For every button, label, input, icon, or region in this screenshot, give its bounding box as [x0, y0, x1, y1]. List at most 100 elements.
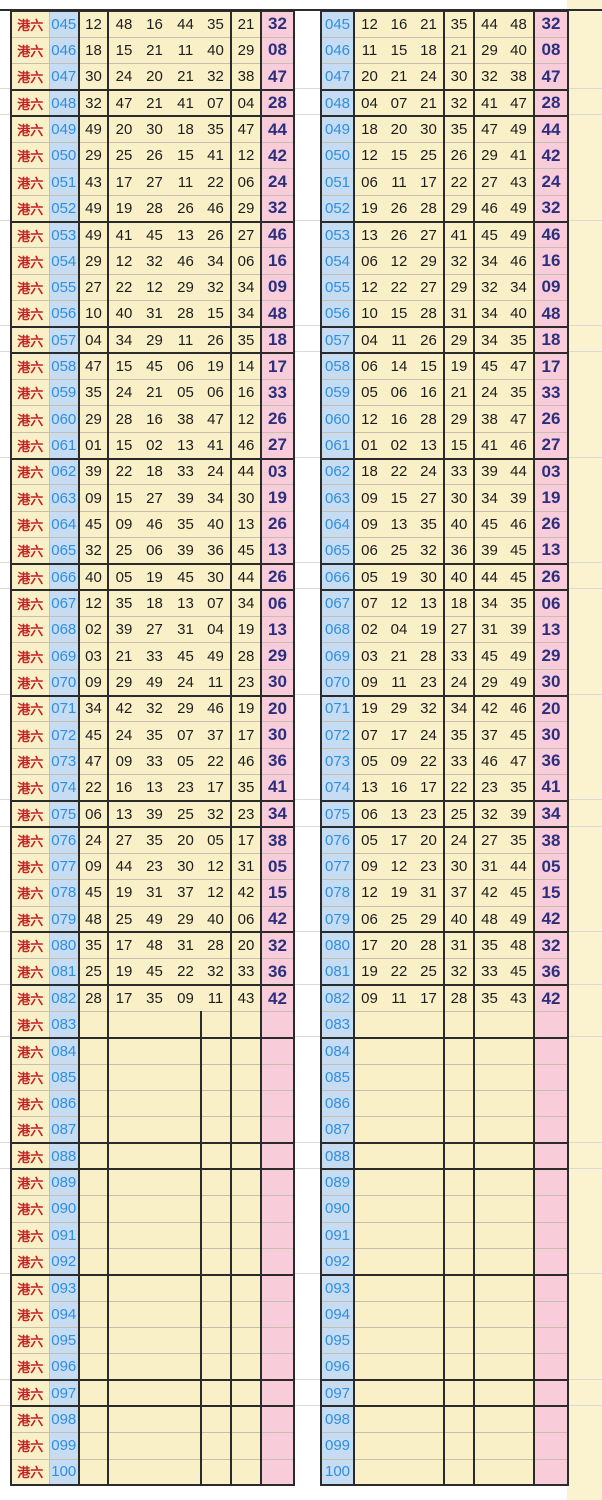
- ball-number: [444, 1169, 475, 1197]
- series-label: 港六: [11, 1116, 49, 1145]
- ball-number: 27: [139, 168, 170, 196]
- series-label: 港六: [11, 326, 49, 355]
- draw-row-sorted: 067 07 12 13 18 34 35 06: [320, 590, 568, 618]
- ball-number: [384, 1353, 414, 1382]
- ball-number: [108, 1169, 139, 1197]
- draw-row: 港六 079 48 25 49 29 40 06 42: [11, 906, 294, 934]
- draw-row-sorted: 088: [320, 1143, 568, 1171]
- ball-number: 15: [170, 142, 201, 170]
- ball-number: 18: [444, 590, 475, 618]
- ball-number: [79, 1432, 109, 1460]
- ball-number: 04: [79, 326, 109, 355]
- ball-number: [354, 1143, 384, 1171]
- ball-number: 34: [79, 695, 109, 723]
- ball-number: 41: [170, 89, 201, 118]
- special-number: 13: [533, 616, 568, 644]
- ball-number: 10: [354, 300, 384, 328]
- ball-number: 02: [79, 616, 109, 644]
- series-label: 港六: [11, 116, 49, 144]
- ball-number: 25: [384, 906, 414, 934]
- ball-number: 29: [170, 906, 201, 934]
- special-number: 26: [533, 511, 568, 539]
- ball-number: 13: [414, 590, 445, 618]
- ball-number: 28: [201, 932, 232, 960]
- issue-number: 099: [48, 1432, 80, 1460]
- ball-number: 30: [444, 63, 475, 91]
- ball-number: [201, 1406, 232, 1434]
- ball-number: 20: [414, 827, 445, 855]
- ball-number: 13: [170, 590, 201, 618]
- series-label: 港六: [11, 142, 49, 170]
- special-number: 36: [260, 748, 294, 776]
- special-number: [533, 1459, 568, 1486]
- ball-number: 28: [170, 300, 201, 328]
- ball-number: [444, 1011, 475, 1039]
- ball-number: 21: [170, 63, 201, 91]
- draw-row: 港六 084: [11, 1037, 294, 1065]
- special-number: 20: [533, 695, 568, 723]
- ball-number: [201, 1274, 232, 1302]
- special-number: 27: [533, 432, 568, 460]
- draw-row: 港六 088: [11, 1143, 294, 1171]
- ball-number: 19: [108, 195, 139, 223]
- issue-number: 053: [320, 221, 355, 249]
- ball-number: 13: [139, 774, 170, 802]
- table-top-border: [0, 9, 602, 11]
- ball-number: 39: [108, 616, 139, 644]
- draw-row: 港六 057 04 34 29 11 26 35 18: [11, 326, 294, 355]
- ball-number: 06: [354, 800, 384, 829]
- series-label: 港六: [11, 511, 49, 539]
- ball-number: 44: [474, 563, 504, 592]
- series-label: 港六: [11, 827, 49, 855]
- special-number: 32: [260, 195, 294, 223]
- series-label: 港六: [11, 958, 49, 987]
- ball-number: 11: [384, 985, 414, 1012]
- ball-number: 33: [170, 458, 201, 486]
- series-label: 港六: [11, 1274, 49, 1302]
- ball-number: [139, 1011, 170, 1039]
- ball-number: 34: [474, 326, 504, 355]
- special-number: [260, 1380, 294, 1408]
- ball-number: 38: [474, 405, 504, 433]
- ball-number: 39: [504, 484, 534, 512]
- ball-number: 19: [201, 353, 232, 381]
- ball-number: [444, 1195, 475, 1223]
- ball-number: 37: [201, 721, 232, 749]
- ball-number: 47: [231, 116, 261, 144]
- ball-number: [384, 1064, 414, 1091]
- ball-number: 24: [444, 827, 475, 855]
- ball-number: 38: [231, 63, 261, 91]
- ball-number: 04: [354, 89, 384, 118]
- ball-number: 22: [108, 274, 139, 302]
- ball-number: 48: [108, 11, 139, 38]
- draw-row-sorted: 080 17 20 28 31 35 48 32: [320, 932, 568, 960]
- ball-number: 15: [384, 300, 414, 328]
- special-number: 48: [260, 300, 294, 328]
- gap-line: [0, 588, 602, 590]
- ball-number: [384, 1011, 414, 1039]
- gap-line: [0, 825, 602, 827]
- draw-row: 港六 099: [11, 1432, 294, 1460]
- draw-row: 港六 063 09 15 27 39 34 30 19: [11, 484, 294, 512]
- issue-number: 072: [320, 721, 355, 749]
- ball-number: [414, 1432, 445, 1460]
- ball-number: 04: [231, 89, 261, 118]
- ball-number: 17: [414, 985, 445, 1012]
- draw-row: 港六 087: [11, 1116, 294, 1145]
- ball-number: [170, 1195, 202, 1223]
- ball-number: 35: [444, 11, 475, 38]
- series-label: 港六: [11, 1432, 49, 1460]
- issue-number: 052: [48, 195, 80, 223]
- special-number: 32: [260, 11, 294, 38]
- ball-number: [354, 1169, 384, 1197]
- ball-number: 06: [139, 537, 170, 565]
- ball-number: 31: [444, 932, 475, 960]
- ball-number: 43: [504, 168, 534, 196]
- draw-row-sorted: 077 09 12 23 30 31 44 05: [320, 853, 568, 881]
- ball-number: 46: [170, 247, 201, 275]
- issue-number: 057: [320, 326, 355, 355]
- ball-number: 28: [231, 642, 261, 670]
- special-number: [260, 1222, 294, 1249]
- ball-number: 17: [108, 932, 139, 960]
- draw-row: 港六 051 43 17 27 11 22 06 24: [11, 168, 294, 196]
